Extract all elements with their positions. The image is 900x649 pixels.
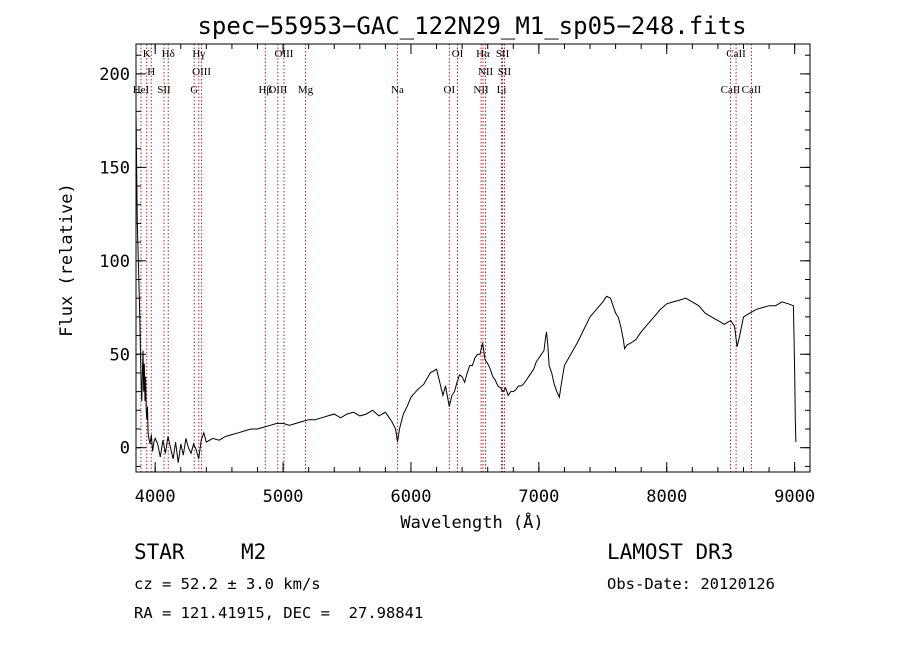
chart-title: spec−55953−GAC_122N29_M1_sp05−248.fits [197,12,746,40]
line-label: OI [452,48,464,60]
observation-date: Obs-Date: 20120126 [607,575,775,593]
line-label: OIII [268,84,287,96]
y-axis-label: Flux (relative) [57,183,77,337]
line-label: G [190,84,198,96]
line-label: OIII [192,66,211,78]
y-axis-ticks: 0 50 100 150 200 [99,54,810,467]
line-label: Mg [298,84,314,96]
line-label: NII [473,84,489,96]
line-label: Na [391,84,404,96]
line-label: H [147,66,155,78]
y-tick-label: 50 [110,345,130,365]
survey-name: LAMOST DR3 [607,540,734,564]
line-label: CaII [721,84,741,96]
line-markers [140,44,752,472]
x-tick-label: 8000 [646,487,687,507]
y-tick-label: 0 [120,439,130,459]
x-tick-label: 9000 [774,487,815,507]
line-label: Hα [476,48,490,60]
spectrum-line [135,111,797,463]
x-axis-ticks: 4000 5000 6000 7000 8000 9000 [135,44,815,507]
plot-frame [135,43,811,473]
line-label: SII [496,48,510,60]
x-axis-label: Wavelength (Å) [400,511,543,533]
line-label: NII [478,66,494,78]
coordinates: RA = 121.41915, DEC = 27.98841 [134,604,424,622]
object-subclass: M2 [241,540,267,564]
line-label: K [143,48,151,60]
x-tick-label: 6000 [390,487,431,507]
x-tick-label: 7000 [518,487,559,507]
line-label: OI [444,84,456,96]
line-label: OIII [275,48,294,60]
line-label: SII [498,66,512,78]
line-label: Hδ [162,48,175,60]
line-label: Li [497,84,507,96]
line-label: Hβ [259,84,273,96]
x-tick-label: 4000 [135,487,176,507]
line-label: Hγ [192,48,205,60]
x-tick-label: 5000 [263,487,304,507]
line-label: CaII [742,84,762,96]
line-label: CaII [726,48,746,60]
y-tick-label: 150 [99,158,130,178]
line-label: HeI [133,84,150,96]
redshift-velocity: cz = 52.2 ± 3.0 km/s [134,575,321,593]
y-tick-label: 100 [99,252,130,272]
y-tick-label: 200 [99,65,130,85]
line-label: SII [157,84,171,96]
object-class: STAR [134,540,185,564]
